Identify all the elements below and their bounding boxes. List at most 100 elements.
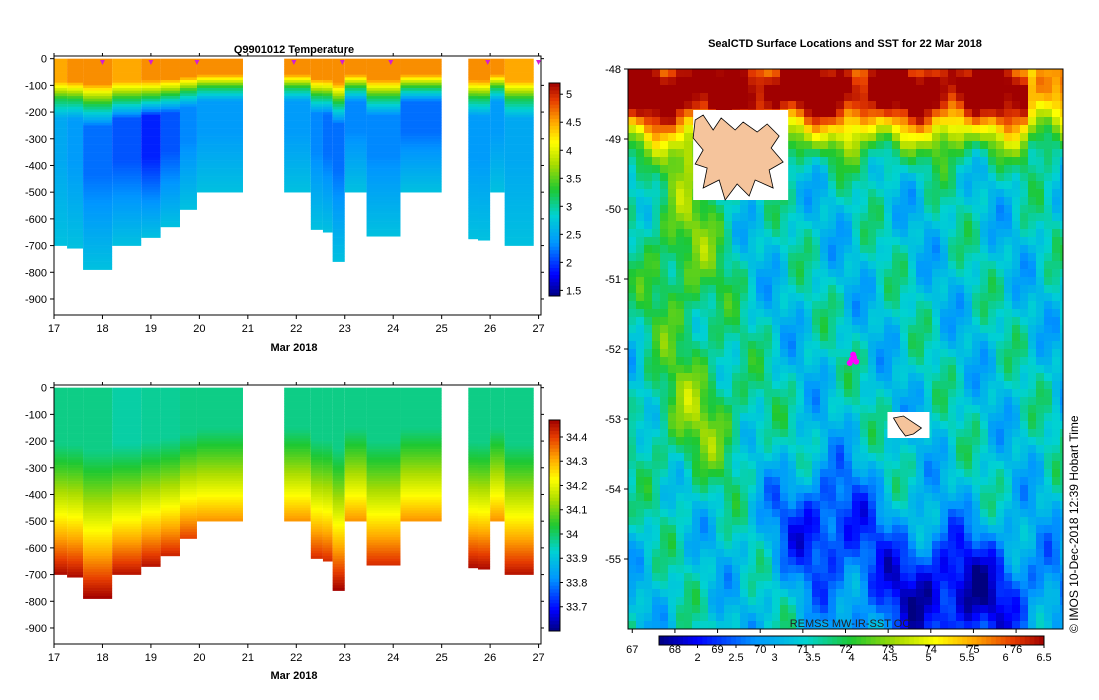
sst-cell [836,357,845,366]
profile-cell [478,406,491,410]
sst-cell [628,325,637,334]
sst-cell [1004,101,1013,110]
sst-cell [892,245,901,254]
profile-cell [332,539,345,543]
sst-cell [940,349,949,358]
sst-cell [836,381,845,390]
profile-cell [67,470,84,474]
sst-cell [1020,221,1029,230]
sst-cell [764,325,773,334]
sst-cell [1004,261,1013,270]
sst-cell [900,165,909,174]
profile-cell [112,526,142,530]
sst-cell [1036,85,1045,94]
profile-cell [112,563,142,567]
profile-cell [284,104,311,108]
profile-cell [478,104,491,108]
sst-cell [996,325,1005,334]
sst-cell [1036,69,1045,78]
profile-cell [366,438,401,442]
sst-cell [628,125,637,134]
profile-cell [67,232,84,236]
profile-cell [468,425,479,429]
sst-cell [780,253,789,262]
profile-cell [366,478,401,482]
sst-cell [700,341,709,350]
sst-cell [1044,293,1053,302]
sst-cell [916,349,925,358]
sst-cell [932,205,941,214]
profile-cell [83,181,113,185]
sst-cell [1028,93,1037,102]
profile-cell [322,547,333,551]
profile-cell [332,545,345,549]
sst-cell [852,317,861,326]
profile-cell [310,109,323,113]
sst-cell [692,269,701,278]
sst-cell [748,205,757,214]
sst-cell [724,245,733,254]
profile-cell [322,534,333,538]
sst-cell [764,381,773,390]
profile-cell [366,449,401,453]
profile-cell [196,449,243,453]
sst-cell [900,189,909,198]
profile-cell [400,146,442,150]
sst-cell [652,101,661,110]
y-tick-label: -100 [25,80,47,92]
profile-cell [160,205,180,209]
sst-cell [956,213,965,222]
sst-cell [980,117,989,126]
profile-cell [310,419,323,423]
x-tick-label: 17 [48,323,60,335]
sst-cell [884,341,893,350]
profile-cell [179,398,197,402]
sst-cell [828,205,837,214]
sst-cell [788,365,797,374]
profile-cell [284,154,311,158]
profile-cell [332,465,345,469]
profile-cell [322,411,333,415]
sst-cell [860,237,869,246]
profile-cell [332,571,345,575]
profile-cell [179,85,197,89]
profile-cell [322,409,333,413]
sst-cell [660,381,669,390]
sst-cell [940,125,949,134]
profile-cell [322,390,333,394]
profile-cell [179,446,197,450]
profile-cell [54,483,68,487]
sst-cell [916,117,925,126]
profile-cell [67,242,84,246]
sst-cell [1012,357,1021,366]
profile-cell [366,160,401,164]
profile-cell [112,561,142,565]
profile-cell [478,446,491,450]
profile-cell [400,66,442,70]
sst-cell [708,381,717,390]
sst-cell [1052,85,1061,94]
profile-cell [366,422,401,426]
profile-cell [310,430,323,434]
sst-cell [964,125,973,134]
profile-cell [332,64,345,67]
sst-cell [684,261,693,270]
profile-cell [83,261,113,265]
sst-cell [772,205,781,214]
sst-cell [956,229,965,238]
sst-cell [628,229,637,238]
sst-cell [876,157,885,166]
sst-cell [748,349,757,358]
profile-cell [310,553,323,557]
profile-cell [284,176,311,180]
profile-cell [468,526,479,530]
sst-cell [940,309,949,318]
sst-cell [852,253,861,262]
sst-cell [1020,341,1029,350]
profile-cell [67,387,84,391]
sst-cell [956,373,965,382]
profile-cell [400,168,442,172]
sst-cell [948,197,957,206]
sst-cell [964,333,973,342]
profile-cell [310,221,323,225]
